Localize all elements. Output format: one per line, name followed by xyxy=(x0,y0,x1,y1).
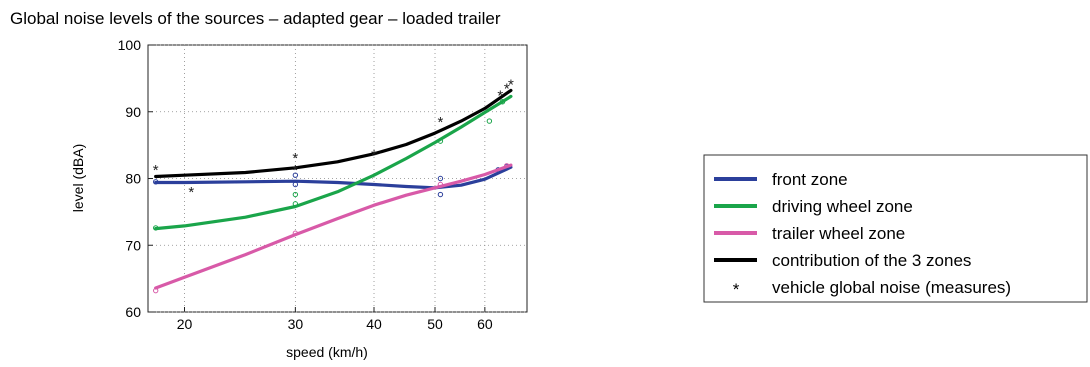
measure-point: * xyxy=(371,147,377,164)
measure-point: * xyxy=(292,162,298,179)
y-tick-label: 70 xyxy=(125,237,141,253)
measure-point: * xyxy=(438,114,444,131)
y-tick-label: 60 xyxy=(125,304,141,320)
measure-point: * xyxy=(508,77,514,94)
measure-point: * xyxy=(292,150,298,167)
x-tick-label: 20 xyxy=(177,316,193,332)
x-tick-label: 50 xyxy=(427,316,443,332)
measure-point: * xyxy=(504,81,510,98)
series-line-trailer-wheel-zone xyxy=(154,163,513,290)
data-point xyxy=(292,172,299,178)
data-point xyxy=(486,118,493,124)
legend: front zone driving wheel zone trailer whee… xyxy=(703,154,1088,303)
y-axis-label: level (dBA) xyxy=(70,144,86,212)
y-tick-label: 90 xyxy=(125,104,141,120)
legend-label: driving wheel zone xyxy=(772,197,913,216)
chart-title: Global noise levels of the sources – ada… xyxy=(10,9,501,28)
measure-point: * xyxy=(188,184,194,201)
y-tick-label: 100 xyxy=(118,37,142,53)
legend-label: vehicle global noise (measures) xyxy=(772,278,1011,297)
legend-label: front zone xyxy=(772,170,848,189)
data-point xyxy=(292,191,299,198)
legend-box xyxy=(703,154,1088,303)
x-tick-label: 60 xyxy=(477,316,493,332)
measure-point: * xyxy=(153,162,159,179)
data-point xyxy=(437,191,444,198)
series-line-contribution-of-the-3-zones xyxy=(154,88,513,179)
data-point xyxy=(437,175,444,182)
x-tick-label: 40 xyxy=(366,316,382,332)
legend-label: trailer wheel zone xyxy=(772,224,905,243)
x-tick-label: 30 xyxy=(288,316,304,332)
y-tick-label: 80 xyxy=(125,171,141,187)
series-line-front-zone xyxy=(154,165,513,190)
legend-label: contribution of the 3 zones xyxy=(772,251,971,270)
series-line-driving-wheel-zone xyxy=(154,94,513,231)
measure-point: * xyxy=(497,87,503,104)
legend-marker-measures: * xyxy=(733,280,740,299)
x-axis-label: speed (km/h) xyxy=(286,344,368,360)
